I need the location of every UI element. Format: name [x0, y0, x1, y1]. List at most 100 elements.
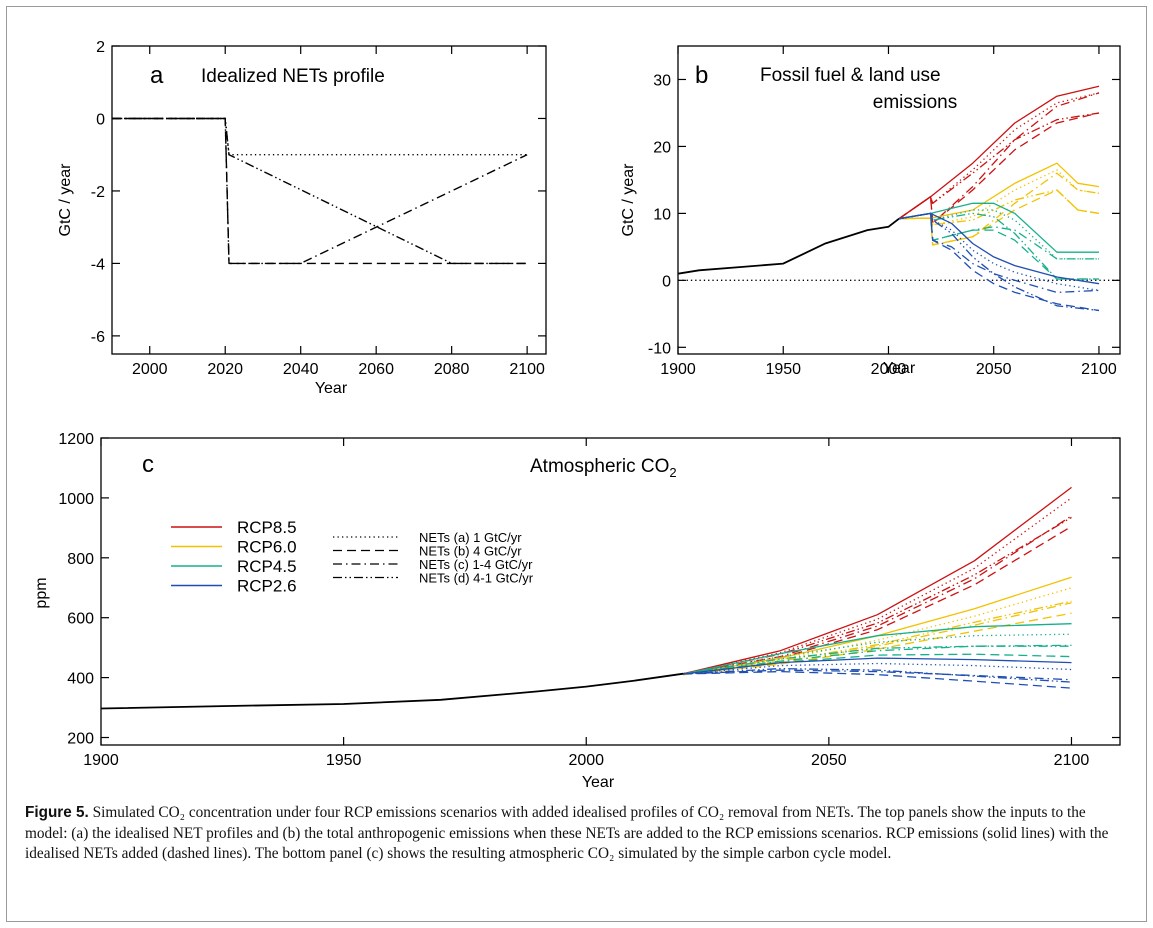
legend-label-nets: NETs (c) 1-4 GtC/yr — [419, 557, 533, 572]
y-tick-label: 1200 — [58, 431, 94, 448]
series-line-RCP8.5-dashed — [683, 525, 1072, 675]
x-tick-label: 2000 — [132, 361, 168, 378]
series-line-RCP6.0-dash-dot-dot — [683, 600, 1072, 676]
x-tick-label: 1900 — [83, 752, 119, 769]
legend-label-RCP4.5: RCP4.5 — [237, 557, 297, 576]
panel-b-title: Fossil fuel & land use — [760, 65, 941, 86]
panel-b-ylabel: GtC / year — [620, 163, 637, 237]
series-line-RCP4.5-dashed — [683, 653, 1072, 675]
x-tick-label: 2000 — [568, 752, 604, 769]
y-tick-label: -4 — [91, 256, 105, 273]
x-tick-label: 2020 — [207, 361, 243, 378]
x-tick-label: 2060 — [358, 361, 394, 378]
panel-b-plot-frame — [677, 45, 1121, 355]
series-line-net-dash-dot — [112, 117, 528, 265]
series-line-RCP4.5-solid — [683, 623, 1072, 675]
series-line-net-dashed — [112, 117, 528, 265]
caption-text: Simulated CO₂ concentration under four R… — [25, 804, 1109, 862]
x-tick-label: 1950 — [765, 361, 801, 378]
x-tick-label: 1900 — [660, 361, 696, 378]
y-tick-label: 2 — [96, 39, 105, 56]
historical-line — [677, 217, 900, 275]
x-tick-label: 2100 — [1081, 361, 1117, 378]
panel-c-title-main: Atmospheric CO — [530, 456, 669, 477]
x-tick-label: 1950 — [326, 752, 362, 769]
y-tick-label: 0 — [662, 273, 671, 290]
series-line-RCP8.5-dash-dot-dot — [898, 112, 1100, 220]
panel-a-series — [112, 117, 528, 265]
series-line-RCP4.5-dashed — [898, 212, 1099, 280]
series-line-RCP6.0-solid — [898, 162, 1100, 220]
legend-label-RCP8.5: RCP8.5 — [237, 518, 297, 537]
series-line-net-dotted — [112, 117, 528, 156]
legend-label-RCP6.0: RCP6.0 — [237, 538, 297, 557]
caption-lead: Figure 5. — [25, 804, 89, 821]
panel-c-title: Atmospheric CO2 — [530, 456, 677, 480]
x-tick-label: 2050 — [811, 752, 847, 769]
x-tick-label: 2100 — [509, 361, 545, 378]
x-tick-label: 2000 — [871, 361, 907, 378]
historical-line — [100, 672, 684, 710]
panel-c-letter: c — [142, 451, 154, 478]
legend-label-RCP2.6: RCP2.6 — [237, 577, 297, 596]
series-line-RCP4.5-dash-dot — [898, 212, 1099, 260]
panel-a-ylabel: GtC / year — [57, 163, 74, 237]
y-tick-label: 20 — [653, 139, 671, 156]
panel-b-series — [677, 85, 1120, 312]
series-line-RCP2.6-dash-dot-dot — [683, 667, 1072, 683]
y-tick-label: 200 — [67, 731, 94, 748]
panel-c: 1900 1950 2000 2050 2100 200 400 600 800 1000 1200… — [33, 431, 1121, 791]
panel-c-title-subscript: 2 — [669, 465, 676, 480]
panel-c-xlabel: Year — [582, 774, 615, 791]
series-line-RCP2.6-solid — [683, 657, 1072, 675]
x-tick-label: 2050 — [976, 361, 1012, 378]
figure-frame — [6, 6, 1147, 922]
series-line-net-dash-dot-dot — [112, 117, 528, 265]
series-line-RCP2.6-dash-dot-dot — [898, 212, 1100, 312]
panel-a: 2000 2020 2040 2060 2080 2100 -6 -4 -2 0 2 a Ideal… — [57, 39, 547, 397]
legend-label-nets: NETs (a) 1 GtC/yr — [419, 530, 522, 545]
y-tick-label: 30 — [653, 72, 671, 89]
series-line-RCP2.6-dashed — [683, 670, 1072, 689]
series-line-RCP2.6-dashed — [898, 212, 1100, 312]
series-line-RCP6.0-dash-dot — [683, 602, 1072, 676]
y-tick-label: -6 — [91, 329, 105, 346]
y-tick-label: -10 — [648, 340, 671, 357]
panel-b-axes: 1900 1950 2000 2050 2100 -10 0 10 20 30 — [648, 46, 1120, 378]
panel-a-xlabel: Year — [315, 380, 348, 397]
series-line-RCP8.5-dotted — [683, 497, 1072, 675]
y-tick-label: -2 — [91, 184, 105, 201]
y-tick-label: 800 — [67, 551, 94, 568]
legend-label-nets: NETs (b) 4 GtC/yr — [419, 544, 522, 559]
y-tick-label: 0 — [96, 111, 105, 128]
panel-a-axes: 2000 2020 2040 2060 2080 2100 -6 -4 -2 0 2 — [91, 39, 546, 378]
panel-c-ylabel: ppm — [33, 577, 50, 608]
series-line-RCP4.5-dash-dot-dot — [683, 645, 1072, 675]
series-line-RCP6.0-dash-dot — [898, 172, 1100, 246]
series-line-RCP2.6-dash-dot — [683, 669, 1072, 681]
x-tick-label: 2080 — [434, 361, 470, 378]
series-line-RCP4.5-dotted — [898, 209, 1099, 260]
panel-a-plot-frame — [111, 45, 547, 355]
panel-b-xlabel: Year — [883, 360, 916, 377]
panel-b: 1900 1950 2000 2050 2100 -10 0 10 20 30 b Fossil … — [620, 45, 1121, 378]
series-line-RCP2.6-solid — [898, 212, 1100, 285]
series-line-RCP2.6-dotted — [683, 662, 1072, 675]
panel-a-letter: a — [150, 62, 164, 89]
panel-b-title-line2: emissions — [873, 92, 957, 113]
y-tick-label: 1000 — [58, 491, 94, 508]
panel-c-axes: 1900 1950 2000 2050 2100 200 400 600 800 1000 1200 — [58, 431, 1120, 769]
panel-a-title: Idealized NETs profile — [201, 66, 385, 87]
series-line-RCP4.5-dash-dot-dot — [898, 212, 1099, 280]
series-line-RCP6.0-dash-dot-dot — [898, 189, 1100, 226]
series-line-RCP8.5-dash-dot — [683, 515, 1072, 675]
x-tick-label: 2100 — [1054, 752, 1090, 769]
panel-b-letter: b — [695, 62, 708, 89]
series-line-RCP4.5-solid — [898, 202, 1099, 253]
panel-c-series — [100, 486, 1072, 710]
panel-c-plot-frame — [100, 437, 1121, 746]
series-line-RCP8.5-solid — [683, 486, 1072, 675]
x-tick-label: 2040 — [283, 361, 319, 378]
